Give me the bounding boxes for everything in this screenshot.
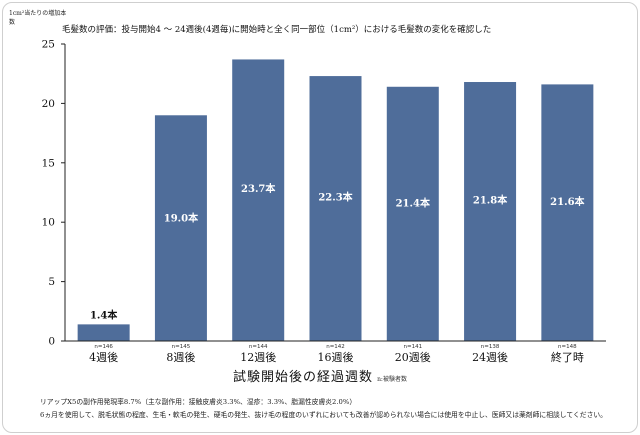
bar [232, 59, 285, 341]
bar [464, 82, 517, 342]
x-axis-title: 試験開始後の経過週数 n:被験者数 [0, 366, 640, 385]
n-label: n=142 [326, 344, 345, 350]
chart-title: 毛髪数の評価：投与開始4 ～ 24週後(4週毎)に開始時と全く同一部位（1cm²… [62, 25, 492, 35]
x-tick-label: 20週後 [395, 350, 431, 364]
n-label: n=144 [249, 344, 268, 350]
x-tick-label: 4週後 [89, 350, 118, 364]
y-axis: 0 5 10 15 20 25 [42, 39, 66, 348]
bar [154, 115, 207, 341]
y-tick-label: 0 [48, 336, 55, 348]
footnote-usage-warning: 6ヵ月を使用して、脱毛状態の程度、生毛・軟毛の発生、硬毛の発生、抜け毛の程度のい… [40, 411, 607, 419]
x-tick-label: 16週後 [318, 350, 354, 364]
bar-value-label: 21.4本 [396, 196, 431, 209]
bar-value-label: 23.7本 [241, 182, 276, 195]
x-tick-label: 24週後 [472, 350, 508, 364]
n-label: n=148 [558, 344, 577, 350]
bar-value-label: 21.8本 [473, 194, 508, 207]
x-axis: 4週後 8週後 12週後 16週後 20週後 24週後 終了時 [65, 340, 606, 364]
x-tick-label: 12週後 [240, 350, 276, 364]
bar [309, 76, 362, 342]
x-axis-note: n:被験者数 [377, 376, 407, 383]
bars [77, 59, 594, 342]
bar [77, 324, 130, 341]
n-label: n=146 [94, 344, 113, 350]
y-axis-caption: 1cm²当たりの増加本数 [9, 10, 67, 26]
y-tick-label: 10 [42, 217, 55, 229]
n-label: n=138 [481, 344, 500, 350]
footnote-side-effects: リアップX5の副作用発現率8.7%（主な副作用：接触皮膚炎3.3%、湿疹：3.3… [40, 398, 357, 406]
y-tick-label: 5 [48, 276, 55, 288]
bar [386, 86, 439, 341]
bar-value-label: 21.6本 [550, 195, 585, 208]
x-axis-label: 試験開始後の経過週数 [233, 370, 374, 385]
x-tick-label: 終了時 [551, 350, 584, 364]
bar-value-label: 19.0本 [164, 211, 199, 224]
bar-value-label: 1.4本 [90, 308, 118, 321]
y-tick-label: 25 [42, 39, 55, 51]
n-label: n=141 [403, 344, 422, 350]
x-tick-label: 8週後 [166, 350, 195, 364]
y-tick-label: 20 [42, 98, 55, 110]
bar-labels: 1.4本 n=146 19.0本 n=145 23.7本 n=144 22.3本 n=142 2… [90, 182, 586, 350]
y-tick-label: 15 [42, 157, 55, 169]
bar-value-label: 22.3本 [318, 191, 353, 204]
bar [541, 84, 594, 341]
n-label: n=145 [172, 344, 191, 350]
